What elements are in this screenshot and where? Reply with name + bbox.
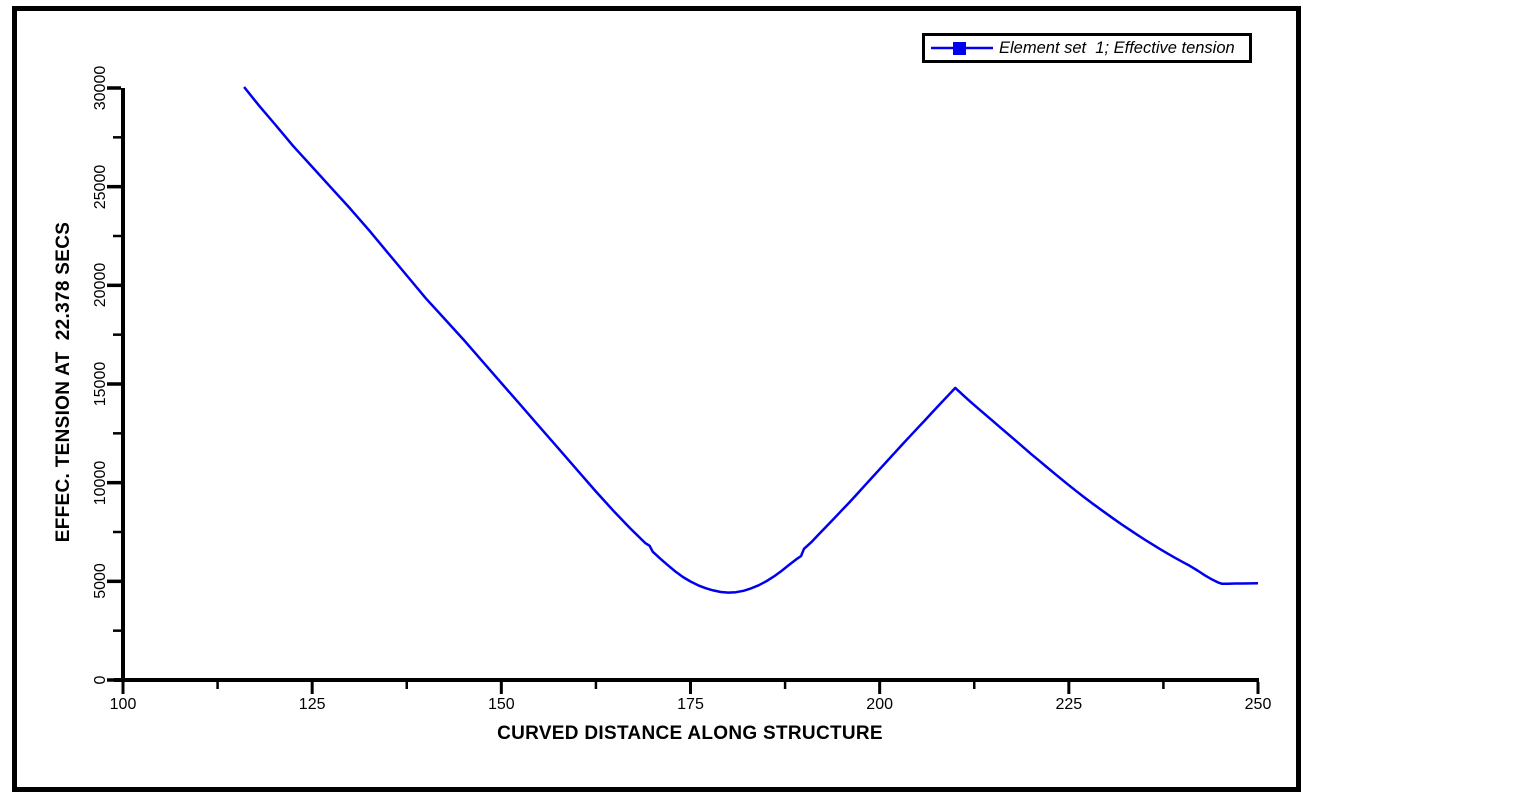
- y-tick-label: 25000: [92, 164, 109, 209]
- legend-label: Element set 1; Effective tension: [999, 38, 1235, 57]
- y-tick-label: 15000: [92, 361, 109, 407]
- y-axis-title: EFFEC. TENSION AT 22.378 SECS: [53, 221, 74, 543]
- legend: Element set 1; Effective tension: [922, 33, 1252, 63]
- x-tick-label: 100: [109, 696, 137, 713]
- y-tick-label: 10000: [92, 460, 109, 505]
- x-tick-label: 200: [866, 696, 894, 713]
- legend-line-marker-icon: [931, 42, 993, 55]
- x-tick-label: 250: [1244, 696, 1272, 713]
- x-tick-label: 125: [298, 696, 326, 713]
- y-tick-label: 30000: [92, 65, 109, 111]
- figure-border: [12, 6, 1301, 792]
- series-line: [243, 86, 1259, 594]
- x-axis-title: CURVED DISTANCE ALONG STRUCTURE: [497, 723, 883, 744]
- y-tick-label: 20000: [92, 263, 109, 308]
- y-tick-label: 0: [92, 675, 109, 685]
- y-tick-label: 5000: [92, 563, 109, 600]
- x-tick-label: 225: [1055, 696, 1083, 713]
- x-tick-label: 175: [677, 696, 704, 713]
- x-tick-label: 150: [487, 696, 515, 713]
